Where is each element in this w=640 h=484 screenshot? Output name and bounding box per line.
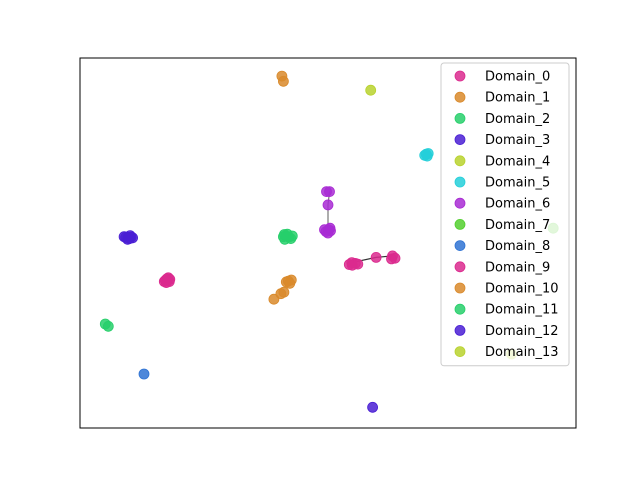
point-domain-9-8	[386, 253, 397, 265]
legend-label-domain-9: Domain_9	[485, 260, 550, 275]
legend-marker-domain-2	[454, 113, 466, 124]
legend-label-domain-8: Domain_8	[485, 239, 550, 254]
point-domain-9-4	[352, 258, 364, 270]
point-domain-1-1	[277, 75, 289, 87]
legend-label-domain-10: Domain_10	[485, 282, 559, 297]
legend-label-domain-4: Domain_4	[485, 154, 550, 169]
legend-marker-domain-0	[454, 70, 466, 82]
legend-label-domain-11: Domain_11	[485, 303, 559, 318]
legend-label-domain-2: Domain_2	[485, 112, 550, 127]
legend-label-domain-12: Domain_12	[485, 324, 559, 339]
legend-marker-domain-8	[454, 240, 466, 252]
point-domain-8-0	[138, 368, 150, 380]
legend-label-domain-3: Domain_3	[485, 133, 550, 148]
point-domain-10-0	[268, 293, 280, 305]
legend-label-domain-6: Domain_6	[485, 197, 550, 212]
point-domain-9-5	[370, 251, 382, 263]
point-domain-0-7	[162, 272, 174, 284]
legend-marker-domain-6	[454, 197, 466, 209]
point-domain-2-7	[278, 229, 290, 240]
legend-label-domain-1: Domain_1	[485, 91, 550, 106]
point-domain-12-0	[367, 401, 379, 413]
legend-marker-domain-4	[454, 155, 466, 167]
legend-label-domain-13: Domain_13	[485, 345, 559, 360]
legend-marker-domain-12	[454, 324, 466, 336]
legend-marker-domain-10	[454, 282, 466, 294]
legend-marker-domain-3	[454, 134, 466, 146]
point-domain-6-1	[324, 186, 335, 198]
legend-marker-domain-1	[454, 91, 466, 103]
legend: Domain_0 Domain_1 Domain_2 Domain_3 Domain_4…	[440, 62, 570, 367]
legend-marker-domain-9	[454, 261, 466, 273]
legend-box	[440, 62, 570, 367]
point-domain-4-0	[365, 84, 377, 96]
plot-frame	[79, 57, 577, 429]
legend-label-domain-5: Domain_5	[485, 176, 550, 191]
legend-marker-domain-7	[454, 218, 466, 230]
legend-label-domain-7: Domain_7	[485, 218, 550, 233]
point-domain-10-6	[284, 277, 296, 289]
point-domain-6-8	[324, 222, 336, 234]
legend-label-domain-0: Domain_0	[485, 70, 550, 85]
point-domain-5-3	[420, 148, 432, 160]
point-domain-6-2	[322, 199, 334, 211]
legend-marker-domain-5	[454, 176, 466, 188]
legend-marker-domain-13	[454, 346, 466, 358]
point-domain-11-1	[102, 320, 114, 332]
point-domain-10-2	[278, 286, 290, 298]
point-domain-3-7	[124, 233, 136, 245]
data-points	[99, 70, 559, 413]
legend-marker-domain-11	[454, 303, 466, 315]
